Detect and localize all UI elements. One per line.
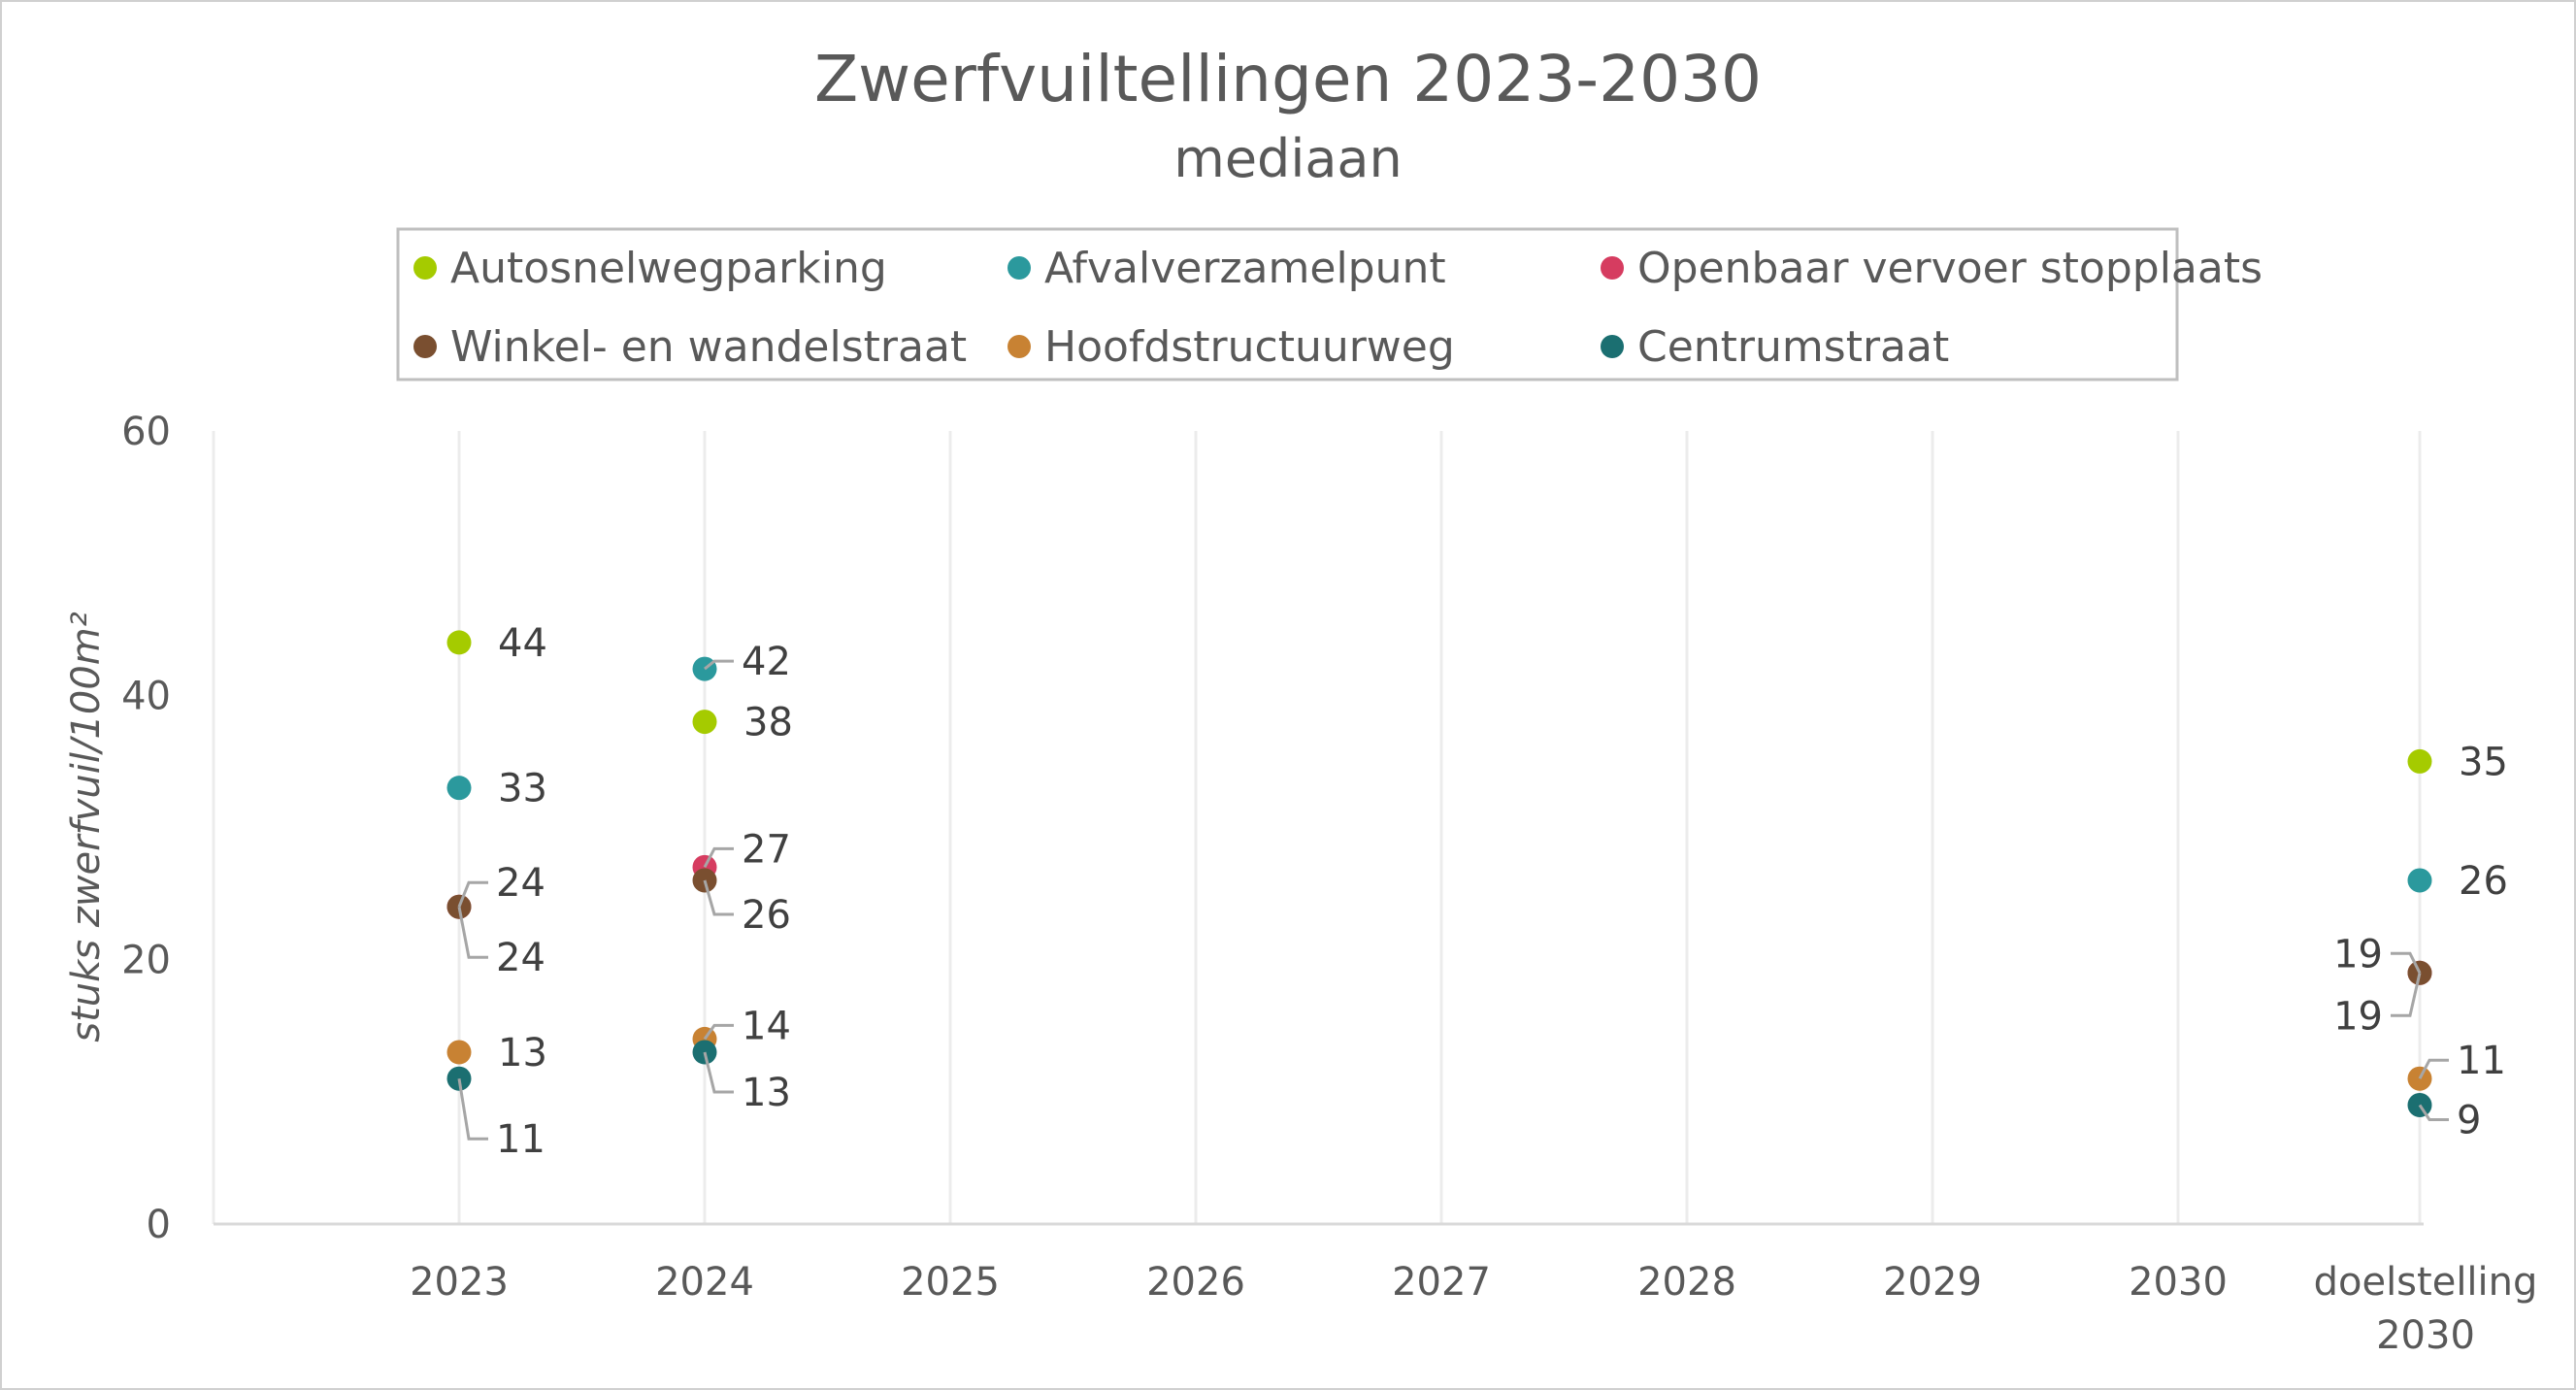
- legend-label: Openbaar vervoer stopplaats: [1637, 244, 2262, 293]
- legend-label: Winkel- en wandelstraat: [450, 322, 967, 372]
- chart-subtitle: mediaan: [1173, 128, 1403, 189]
- legend-marker: [413, 335, 437, 358]
- leader-line: [457, 880, 488, 908]
- leader-line: [703, 879, 734, 916]
- x-tick-label: 2028: [1637, 1260, 1736, 1305]
- legend-label: Afvalverzamelpunt: [1044, 244, 1446, 293]
- data-label: 11: [496, 1117, 545, 1162]
- x-tick-label: 2030: [2376, 1313, 2475, 1358]
- legend-marker: [1601, 335, 1624, 358]
- leader-line: [703, 1023, 734, 1041]
- data-label: 19: [2333, 994, 2383, 1039]
- legend-item[interactable]: Afvalverzamelpunt: [1007, 244, 1446, 293]
- leader-line: [2391, 951, 2422, 974]
- leader-line: [2418, 1058, 2449, 1079]
- x-tick-label: 2025: [901, 1260, 1000, 1305]
- data-points: 44 38 35 33 42 26 24 27 19 24 26 19 13 14 11 11 13 9: [446, 621, 2508, 1162]
- legend-label: Centrumstraat: [1637, 322, 1949, 372]
- leader-line: [457, 1077, 488, 1141]
- leader-line: [2418, 1104, 2449, 1121]
- leader-line: [457, 906, 488, 959]
- legend-item[interactable]: Centrumstraat: [1601, 322, 1949, 372]
- chart-title: Zwerfvuiltellingen 2023-2030: [814, 42, 1762, 116]
- legend-marker: [413, 256, 437, 280]
- data-point: [446, 1040, 472, 1065]
- data-label: 44: [498, 621, 547, 666]
- data-point: [446, 630, 472, 655]
- legend-marker: [1601, 256, 1624, 280]
- leader-line: [704, 659, 734, 671]
- data-label: 19: [2333, 932, 2383, 976]
- y-tick-label: 0: [147, 1203, 171, 1247]
- data-point: [2407, 748, 2432, 774]
- y-tick-label: 60: [121, 410, 171, 454]
- leader-line: [703, 1051, 734, 1094]
- data-label: 24: [496, 861, 545, 906]
- leader-line: [2391, 972, 2422, 1017]
- y-tick-label: 40: [121, 674, 171, 718]
- y-tick-label: 20: [121, 939, 171, 983]
- legend-box: [396, 227, 2179, 381]
- data-label: 24: [496, 936, 545, 980]
- legend-item[interactable]: Openbaar vervoer stopplaats: [1601, 244, 2262, 293]
- data-point: [692, 710, 717, 735]
- data-label: 33: [498, 767, 547, 811]
- legend-item[interactable]: Autosnelwegparking: [413, 244, 887, 293]
- x-tick-label: doelstelling: [2314, 1260, 2538, 1305]
- leader-line: [703, 846, 734, 869]
- x-tick-label: 2029: [1883, 1260, 1982, 1305]
- data-point: [2407, 868, 2432, 893]
- axes: 2023 2024 2025 2026 2027 2028 2029 2030 doelstel…: [121, 410, 2537, 1358]
- y-axis-title: stuks zwerfvuil/100m²: [64, 612, 109, 1042]
- x-tick-label: 2030: [2129, 1260, 2228, 1305]
- data-label: 35: [2459, 740, 2508, 784]
- grid: [457, 431, 2422, 1224]
- legend-label: Hoofdstructuurweg: [1044, 322, 1455, 372]
- data-label: 26: [742, 893, 791, 938]
- x-tick-label: 2024: [655, 1260, 754, 1305]
- x-tick-label: 2026: [1146, 1260, 1245, 1305]
- data-label: 42: [742, 640, 791, 684]
- legend-marker: [1007, 256, 1031, 280]
- x-tick-label: 2023: [410, 1260, 509, 1305]
- x-tick-label: 2027: [1392, 1260, 1491, 1305]
- data-label: 13: [498, 1031, 547, 1076]
- data-label: 11: [2457, 1039, 2506, 1083]
- data-label: 26: [2459, 859, 2508, 904]
- legend-item[interactable]: Winkel- en wandelstraat: [413, 322, 967, 372]
- data-label: 27: [742, 827, 791, 872]
- data-label: 9: [2457, 1098, 2481, 1142]
- legend-marker: [1007, 335, 1031, 358]
- data-label: 38: [743, 701, 793, 745]
- legend-item[interactable]: Hoofdstructuurweg: [1007, 322, 1455, 372]
- data-point: [446, 776, 472, 801]
- legend: Autosnelwegparking Afvalverzamelpunt Openb…: [413, 244, 2262, 372]
- data-label: 14: [742, 1004, 791, 1048]
- data-label: 13: [742, 1071, 791, 1115]
- legend-label: Autosnelwegparking: [450, 244, 887, 293]
